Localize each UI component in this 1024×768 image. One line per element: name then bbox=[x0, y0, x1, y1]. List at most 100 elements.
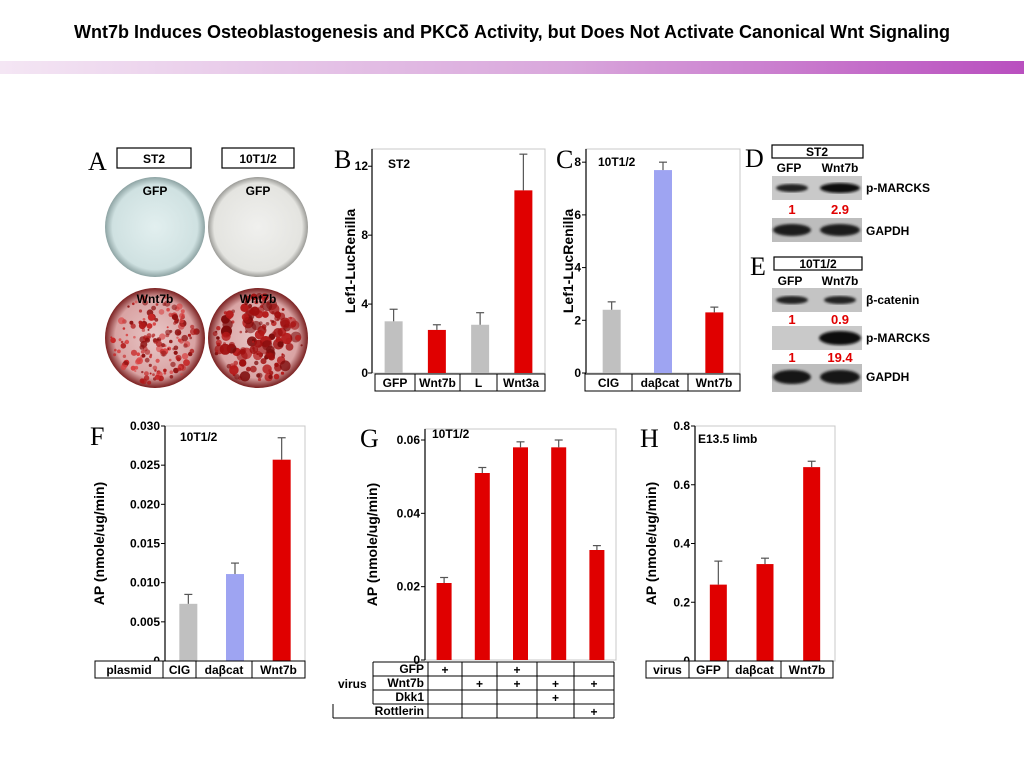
inset-label: E13.5 limb bbox=[698, 432, 757, 446]
stain-spot bbox=[110, 337, 116, 344]
y-axis-label: AP (nmole/ug/min) bbox=[91, 482, 107, 605]
stain-spot bbox=[271, 320, 275, 323]
bar-daβcat bbox=[756, 564, 774, 661]
stain-spot bbox=[172, 347, 176, 351]
stain-spot bbox=[244, 300, 249, 305]
stain-spot bbox=[256, 372, 263, 379]
stain-spot bbox=[158, 309, 165, 315]
stain-spot bbox=[279, 360, 291, 372]
stain-spots-10t12 bbox=[212, 293, 303, 382]
inset-label: 10T1/2 bbox=[432, 427, 470, 441]
stain-spot bbox=[136, 352, 140, 357]
stain-spot bbox=[175, 354, 182, 361]
stain-spot bbox=[117, 349, 121, 354]
panel-a: A ST2 10T1/2 GFP GFP Wnt7b Wnt7b bbox=[88, 147, 308, 388]
stain-spot bbox=[176, 336, 179, 339]
table-row-name: Dkk1 bbox=[395, 690, 424, 704]
category-label: L bbox=[475, 376, 482, 390]
stain-spot bbox=[142, 299, 149, 306]
chart-c: C 10T1/2 Lef1-LucRenilla 0 2 4 6 8 CIG daβcat Wnt7… bbox=[556, 145, 741, 392]
category-label: Wnt7b bbox=[260, 663, 297, 677]
y-tick-label: 12 bbox=[355, 159, 369, 173]
y-axis-label: Lef1-LucRenilla bbox=[560, 209, 576, 313]
band-d-marcks-gfp bbox=[776, 184, 808, 192]
panel-label: G bbox=[360, 424, 379, 453]
quant-e-marcks-wnt7b: 19.4 bbox=[827, 350, 853, 365]
band-d-gapdh-gfp bbox=[773, 224, 811, 236]
stain-spot bbox=[113, 353, 117, 357]
stain-spot bbox=[179, 312, 185, 319]
panel-label-e: E bbox=[750, 252, 766, 281]
stain-spot bbox=[130, 349, 138, 356]
stain-spot bbox=[154, 318, 159, 322]
y-tick-label: 0.030 bbox=[130, 419, 160, 433]
bar-l bbox=[471, 324, 490, 373]
stain-spot bbox=[239, 371, 251, 382]
bar-cig bbox=[602, 309, 621, 373]
panel-label-a: A bbox=[88, 147, 107, 176]
stain-spot bbox=[151, 335, 154, 338]
cell-line-box-st2 bbox=[116, 147, 192, 169]
panel-label: B bbox=[334, 145, 351, 174]
stain-spot bbox=[120, 343, 127, 349]
stain-spot bbox=[223, 311, 228, 315]
bar-cig bbox=[179, 603, 198, 661]
stain-spot bbox=[180, 373, 183, 376]
band-label-e-gapdh: GAPDH bbox=[866, 370, 909, 384]
y-tick-label: 8 bbox=[361, 228, 368, 242]
stain-spot bbox=[141, 295, 147, 301]
table-mark: + bbox=[590, 677, 597, 691]
dish-st2-gfp bbox=[105, 177, 205, 277]
stain-spot bbox=[183, 343, 188, 348]
stain-spot bbox=[147, 313, 155, 321]
stain-spot bbox=[179, 318, 184, 324]
stain-spot bbox=[147, 328, 150, 331]
y-tick-label: 0.8 bbox=[673, 419, 690, 433]
y-tick-label: 0 bbox=[413, 653, 420, 667]
y-tick-label: 0.06 bbox=[397, 433, 421, 447]
y-axis-label: AP (nmole/ug/min) bbox=[643, 482, 659, 605]
slide-title: Wnt7b Induces Osteoblastogenesis and PKC… bbox=[73, 22, 951, 42]
stain-spot bbox=[190, 324, 195, 329]
stain-spot bbox=[173, 350, 178, 355]
stain-spot bbox=[177, 367, 182, 372]
stain-spot bbox=[163, 368, 167, 373]
stain-spot bbox=[160, 350, 167, 357]
bar-5 bbox=[589, 550, 605, 660]
category-label-box bbox=[645, 660, 834, 679]
quant-d-gfp: 1 bbox=[788, 202, 795, 217]
stain-spot bbox=[187, 333, 191, 337]
band-e-catenin-wnt7b bbox=[824, 296, 856, 304]
band-e-gapdh-wnt7b bbox=[820, 370, 860, 384]
stain-spot bbox=[222, 319, 233, 330]
stain-spot bbox=[189, 336, 193, 340]
stain-spot bbox=[250, 293, 258, 301]
stain-spot bbox=[254, 339, 263, 348]
stain-spot bbox=[249, 345, 259, 355]
stain-spot bbox=[189, 348, 195, 354]
stain-spot bbox=[273, 373, 280, 380]
inset-label: ST2 bbox=[388, 157, 410, 171]
stain-spot bbox=[260, 358, 267, 365]
category-label: Wnt3a bbox=[503, 376, 539, 390]
y-tick-label: 0.005 bbox=[130, 615, 160, 629]
stain-spot bbox=[156, 337, 161, 342]
stain-spot bbox=[146, 323, 153, 329]
band-e-catenin-gfp bbox=[776, 296, 808, 304]
cell-line-e: 10T1/2 bbox=[799, 257, 837, 271]
table-row-name: Wnt7b bbox=[387, 676, 424, 690]
quant-e-catenin-gfp: 1 bbox=[788, 312, 795, 327]
stain-spot bbox=[118, 338, 122, 342]
stain-spot bbox=[120, 340, 124, 344]
stain-spot bbox=[171, 304, 178, 311]
panel-label: F bbox=[90, 422, 104, 451]
inset-label: 10T1/2 bbox=[598, 155, 636, 169]
stain-spot bbox=[125, 333, 129, 337]
stain-spot bbox=[141, 328, 146, 332]
category-label-box bbox=[584, 373, 741, 392]
y-tick-label: 0.02 bbox=[397, 580, 421, 594]
cell-line-box-e bbox=[773, 256, 863, 271]
stain-spot bbox=[250, 306, 260, 316]
dish-label-gfp-1: GFP bbox=[143, 184, 168, 198]
